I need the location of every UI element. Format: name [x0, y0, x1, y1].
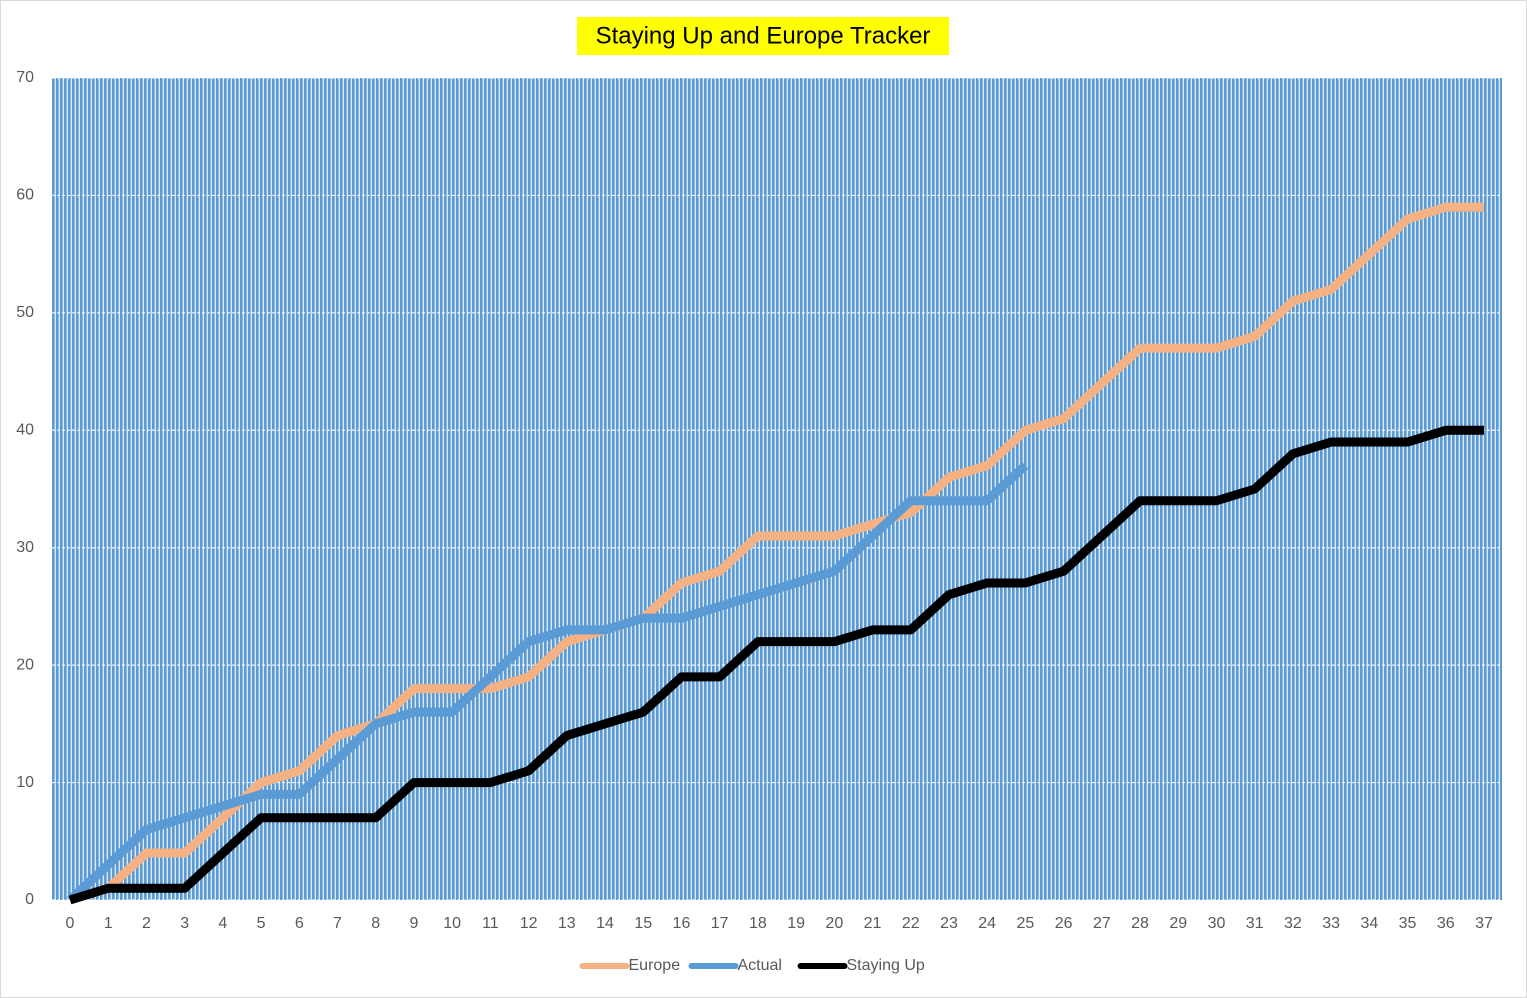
x-tick-label: 3 — [180, 915, 189, 932]
x-tick-label: 0 — [66, 915, 75, 932]
x-tick-label: 5 — [257, 915, 266, 932]
x-tick-label: 13 — [558, 915, 576, 932]
x-tick-label: 17 — [711, 915, 729, 932]
x-tick-label: 23 — [940, 915, 958, 932]
x-tick-label: 21 — [864, 915, 882, 932]
legend-label: Staying Up — [847, 957, 925, 974]
x-tick-label: 4 — [218, 915, 227, 932]
series-line — [68, 425, 1484, 905]
x-tick-label: 18 — [749, 915, 767, 932]
x-tick-label: 7 — [333, 915, 342, 932]
x-tick-label: 34 — [1360, 915, 1378, 932]
y-tick-label: 0 — [25, 891, 34, 908]
x-tick-label: 19 — [787, 915, 805, 932]
x-tick-label: 10 — [443, 915, 461, 932]
y-tick-label: 70 — [16, 69, 34, 86]
x-tick-label: 16 — [673, 915, 691, 932]
x-tick-label: 32 — [1284, 915, 1302, 932]
x-tick-label: 9 — [409, 915, 418, 932]
x-tick-label: 35 — [1399, 915, 1417, 932]
x-tick-label: 1 — [104, 915, 113, 932]
legend-label: Actual — [738, 957, 782, 974]
y-tick-label: 60 — [16, 187, 34, 204]
x-tick-label: 2 — [142, 915, 151, 932]
x-tick-label: 25 — [1017, 915, 1035, 932]
y-tick-label: 40 — [16, 422, 34, 439]
chart-title: Staying Up and Europe Tracker — [596, 22, 931, 49]
series-line — [66, 462, 1029, 904]
x-tick-label: 30 — [1208, 915, 1226, 932]
y-tick-label: 30 — [16, 539, 34, 556]
legend-label: Europe — [629, 957, 681, 974]
x-tick-label: 26 — [1055, 915, 1073, 932]
x-tick-label: 33 — [1322, 915, 1340, 932]
y-tick-label: 20 — [16, 656, 34, 673]
x-tick-label: 12 — [520, 915, 538, 932]
x-tick-label: 22 — [902, 915, 920, 932]
x-tick-label: 14 — [596, 915, 614, 932]
y-tick-label: 50 — [16, 304, 34, 321]
y-tick-label: 10 — [16, 774, 34, 791]
x-tick-label: 24 — [978, 915, 996, 932]
x-tick-label: 6 — [295, 915, 304, 932]
x-tick-label: 28 — [1131, 915, 1149, 932]
x-tick-label: 27 — [1093, 915, 1111, 932]
x-tick-label: 31 — [1246, 915, 1264, 932]
x-tick-label: 37 — [1475, 915, 1493, 932]
x-tick-label: 20 — [825, 915, 843, 932]
title-background — [577, 17, 949, 55]
x-tick-label: 36 — [1437, 915, 1455, 932]
x-tick-label: 15 — [634, 915, 652, 932]
series-line — [68, 202, 1484, 905]
x-tick-label: 29 — [1169, 915, 1187, 932]
x-tick-label: 11 — [482, 915, 499, 932]
x-tick-label: 8 — [371, 915, 380, 932]
